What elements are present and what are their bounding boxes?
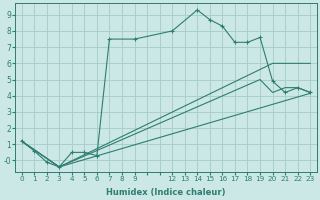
X-axis label: Humidex (Indice chaleur): Humidex (Indice chaleur): [106, 188, 226, 197]
